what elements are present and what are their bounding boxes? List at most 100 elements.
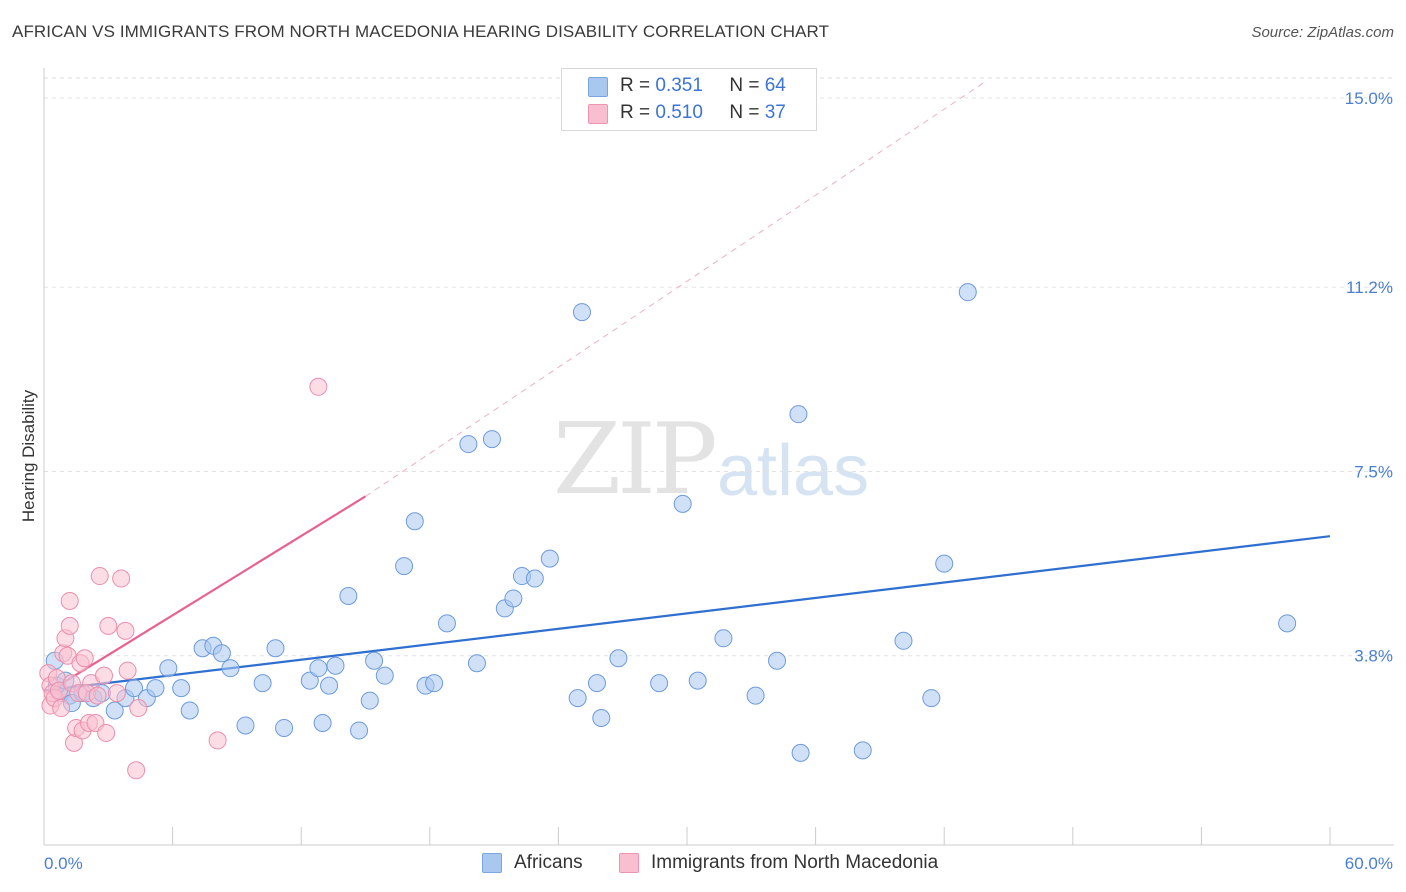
point-macedonia bbox=[90, 567, 109, 586]
point-africans bbox=[375, 666, 394, 685]
point-africans bbox=[791, 743, 810, 762]
point-macedonia bbox=[75, 649, 94, 668]
point-africans bbox=[360, 691, 379, 710]
point-macedonia bbox=[95, 666, 114, 685]
legend-row-africans: R = 0.351 N = 64 bbox=[562, 74, 816, 100]
legend-swatch-macedonia bbox=[588, 104, 608, 124]
axes bbox=[43, 68, 1394, 846]
point-africans bbox=[266, 639, 285, 658]
legend-label-macedonia: Immigrants from North Macedonia bbox=[651, 852, 939, 873]
point-africans bbox=[587, 674, 606, 693]
point-africans bbox=[253, 674, 272, 693]
point-africans bbox=[313, 713, 332, 732]
y-tick-label: 7.5% bbox=[1354, 462, 1393, 481]
point-macedonia bbox=[112, 569, 131, 588]
point-africans bbox=[180, 701, 199, 720]
point-macedonia bbox=[129, 699, 148, 718]
point-africans bbox=[221, 659, 240, 678]
point-africans bbox=[395, 557, 414, 576]
point-macedonia bbox=[52, 699, 71, 718]
point-africans bbox=[482, 430, 501, 449]
point-macedonia bbox=[97, 723, 116, 742]
point-macedonia bbox=[208, 731, 227, 750]
point-africans bbox=[236, 716, 255, 735]
legend-row-macedonia: R = 0.510 N = 37 bbox=[562, 101, 816, 127]
point-africans bbox=[504, 589, 523, 608]
legend-n-value: 64 bbox=[764, 75, 786, 96]
trend-line-macedonia-extension bbox=[365, 80, 988, 497]
legend-swatch-macedonia bbox=[619, 853, 639, 873]
point-africans bbox=[275, 718, 294, 737]
point-africans bbox=[935, 554, 954, 573]
point-macedonia bbox=[88, 686, 107, 705]
point-africans bbox=[172, 679, 191, 698]
point-africans bbox=[405, 512, 424, 531]
point-africans bbox=[673, 494, 692, 513]
point-africans bbox=[339, 586, 358, 605]
point-africans bbox=[688, 671, 707, 690]
point-africans bbox=[437, 614, 456, 633]
point-africans bbox=[789, 405, 808, 424]
legend-r-value: 0.351 bbox=[655, 75, 703, 96]
y-tick-label: 11.2% bbox=[1346, 278, 1393, 297]
point-africans bbox=[958, 283, 977, 302]
legend-r-label: R = bbox=[620, 102, 651, 123]
x-tick-label: 0.0% bbox=[44, 854, 83, 873]
point-macedonia bbox=[309, 377, 328, 396]
legend-swatch-africans bbox=[588, 77, 608, 97]
x-tick-label: 60.0% bbox=[1345, 854, 1393, 873]
legend-n-label: N = bbox=[729, 75, 760, 96]
y-tick-label: 3.8% bbox=[1354, 647, 1393, 666]
legend-r-value: 0.510 bbox=[655, 102, 703, 123]
y-axis-label: Hearing Disability bbox=[19, 389, 38, 522]
point-africans bbox=[592, 708, 611, 727]
point-macedonia bbox=[60, 616, 79, 635]
point-africans bbox=[159, 659, 178, 678]
point-africans bbox=[425, 674, 444, 693]
watermark-zip: ZIP bbox=[553, 403, 718, 517]
trend-lines bbox=[43, 80, 1331, 692]
point-macedonia bbox=[60, 591, 79, 610]
point-africans bbox=[746, 686, 765, 705]
point-africans bbox=[609, 649, 628, 668]
point-macedonia bbox=[99, 616, 118, 635]
point-africans bbox=[922, 689, 941, 708]
point-africans bbox=[650, 674, 669, 693]
point-africans bbox=[894, 631, 913, 650]
trend-line-macedonia bbox=[49, 495, 367, 692]
point-africans bbox=[768, 651, 787, 670]
y-tick-label: 15.0% bbox=[1345, 89, 1393, 108]
source-credit: Source: ZipAtlas.com bbox=[1251, 24, 1394, 41]
point-africans bbox=[1278, 614, 1297, 633]
point-africans bbox=[568, 689, 587, 708]
point-africans bbox=[125, 679, 144, 698]
tick-labels: 3.8% 7.5% 11.2% 15.0% 0.0% 60.0% bbox=[44, 89, 1393, 873]
point-africans bbox=[326, 656, 345, 675]
point-africans bbox=[309, 659, 328, 678]
legend-swatch-africans bbox=[482, 853, 502, 873]
correlation-legend: R = 0.351 N = 64 R = 0.510 N = 37 bbox=[561, 68, 817, 131]
data-points bbox=[39, 283, 1297, 780]
point-africans bbox=[572, 303, 591, 322]
point-macedonia bbox=[127, 761, 146, 780]
point-africans bbox=[459, 435, 478, 454]
point-macedonia bbox=[116, 621, 135, 640]
legend-label-africans: Africans bbox=[514, 852, 583, 873]
chart-title: AFRICAN VS IMMIGRANTS FROM NORTH MACEDON… bbox=[12, 22, 830, 41]
point-africans bbox=[365, 651, 384, 670]
point-africans bbox=[212, 644, 231, 663]
point-macedonia bbox=[118, 661, 137, 680]
point-africans bbox=[467, 654, 486, 673]
legend-r-label: R = bbox=[620, 75, 651, 96]
point-africans bbox=[320, 676, 339, 695]
point-africans bbox=[350, 721, 369, 740]
point-africans bbox=[300, 671, 319, 690]
legend-n-label: N = bbox=[729, 102, 760, 123]
trend-line-africans bbox=[43, 535, 1331, 692]
point-macedonia bbox=[107, 684, 126, 703]
point-africans bbox=[105, 701, 124, 720]
point-africans bbox=[714, 629, 733, 648]
legend-n-value: 37 bbox=[764, 102, 786, 123]
point-africans bbox=[540, 549, 559, 568]
